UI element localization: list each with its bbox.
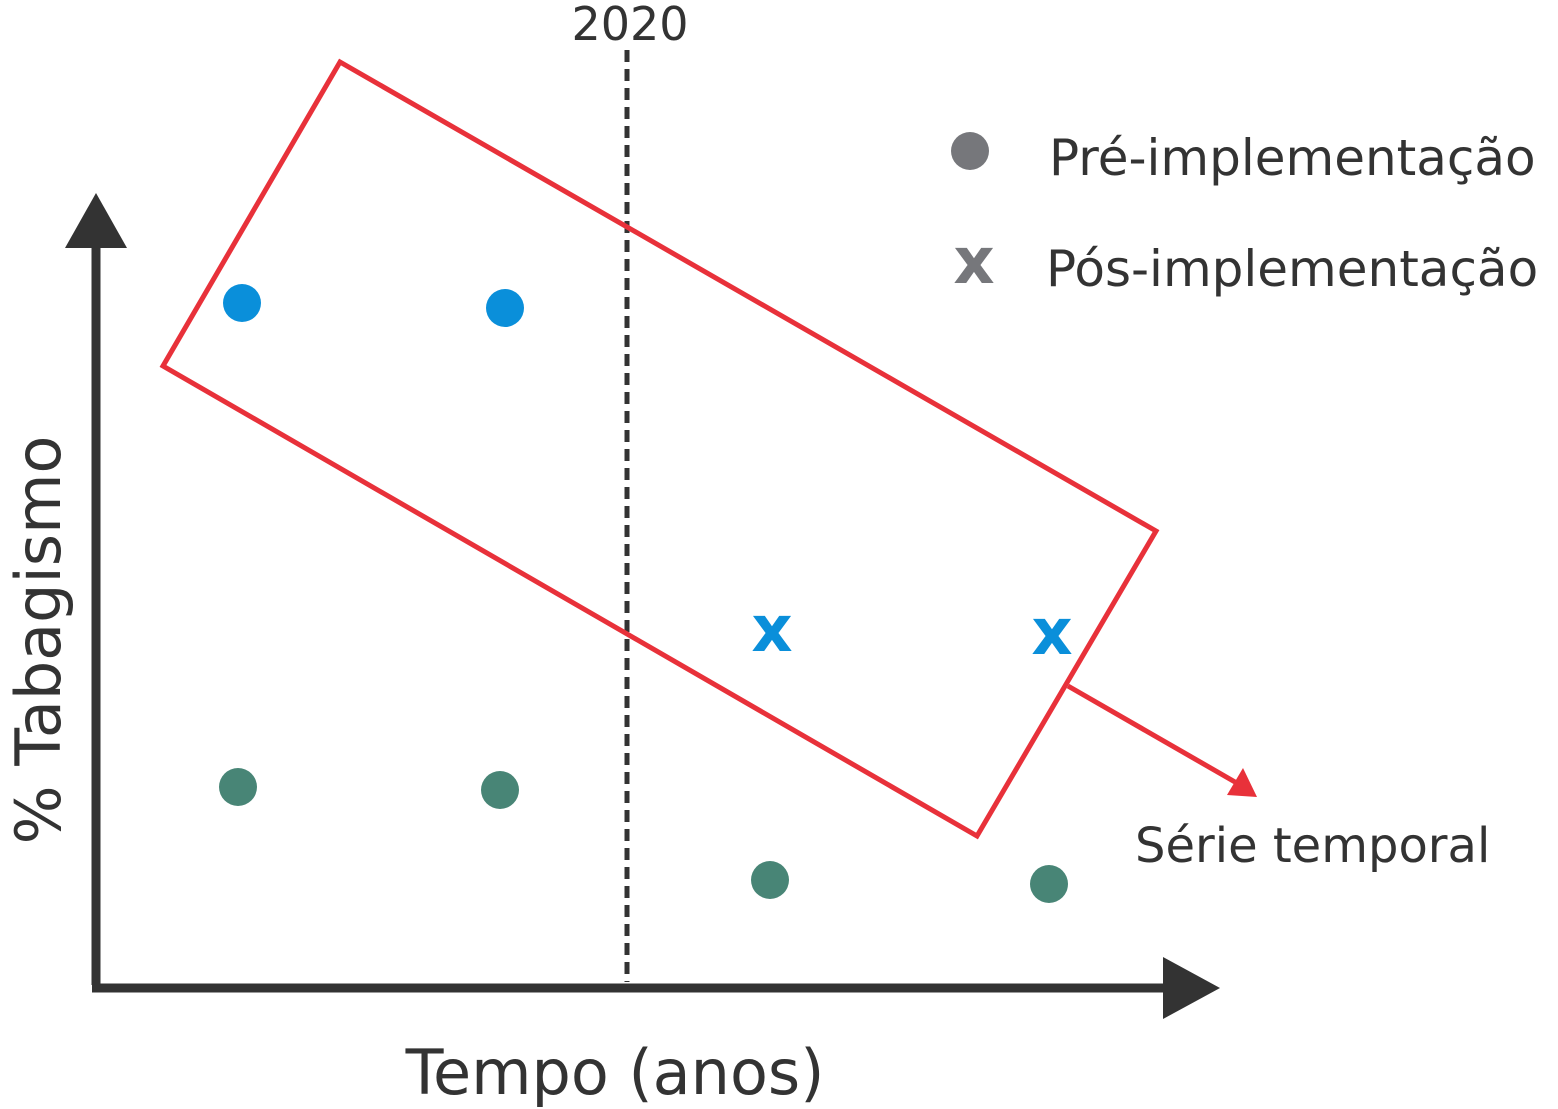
time-series-box bbox=[159, 58, 1160, 840]
x-axis-arrow-icon bbox=[1163, 957, 1220, 1019]
green-point bbox=[751, 861, 789, 899]
post-marker-blue: x bbox=[751, 593, 792, 667]
pre-point-blue bbox=[486, 289, 524, 327]
legend-post-label: Pós-implementação bbox=[1046, 240, 1538, 298]
y-axis-arrow-icon bbox=[65, 193, 127, 248]
green-point bbox=[219, 768, 257, 806]
divider-label: 2020 bbox=[571, 0, 688, 51]
x-axis-title: Tempo (anos) bbox=[405, 1036, 825, 1109]
legend: Pré-implementação x Pós-implementação bbox=[951, 129, 1538, 299]
legend-circle-icon bbox=[951, 132, 989, 170]
post-marker-blue: x bbox=[1031, 596, 1072, 670]
annotation-arrow-line bbox=[1066, 683, 1237, 785]
legend-x-icon: x bbox=[953, 225, 994, 299]
y-axis-title: % Tabagismo bbox=[2, 436, 75, 845]
legend-pre-label: Pré-implementação bbox=[1049, 129, 1536, 187]
x-axis bbox=[92, 957, 1220, 1019]
green-point bbox=[481, 771, 519, 809]
annotation-label: Série temporal bbox=[1135, 818, 1490, 874]
green-point bbox=[1030, 865, 1068, 903]
y-axis bbox=[65, 193, 127, 985]
annotation-arrow-icon bbox=[1227, 768, 1257, 797]
pre-point-blue bbox=[223, 284, 261, 322]
